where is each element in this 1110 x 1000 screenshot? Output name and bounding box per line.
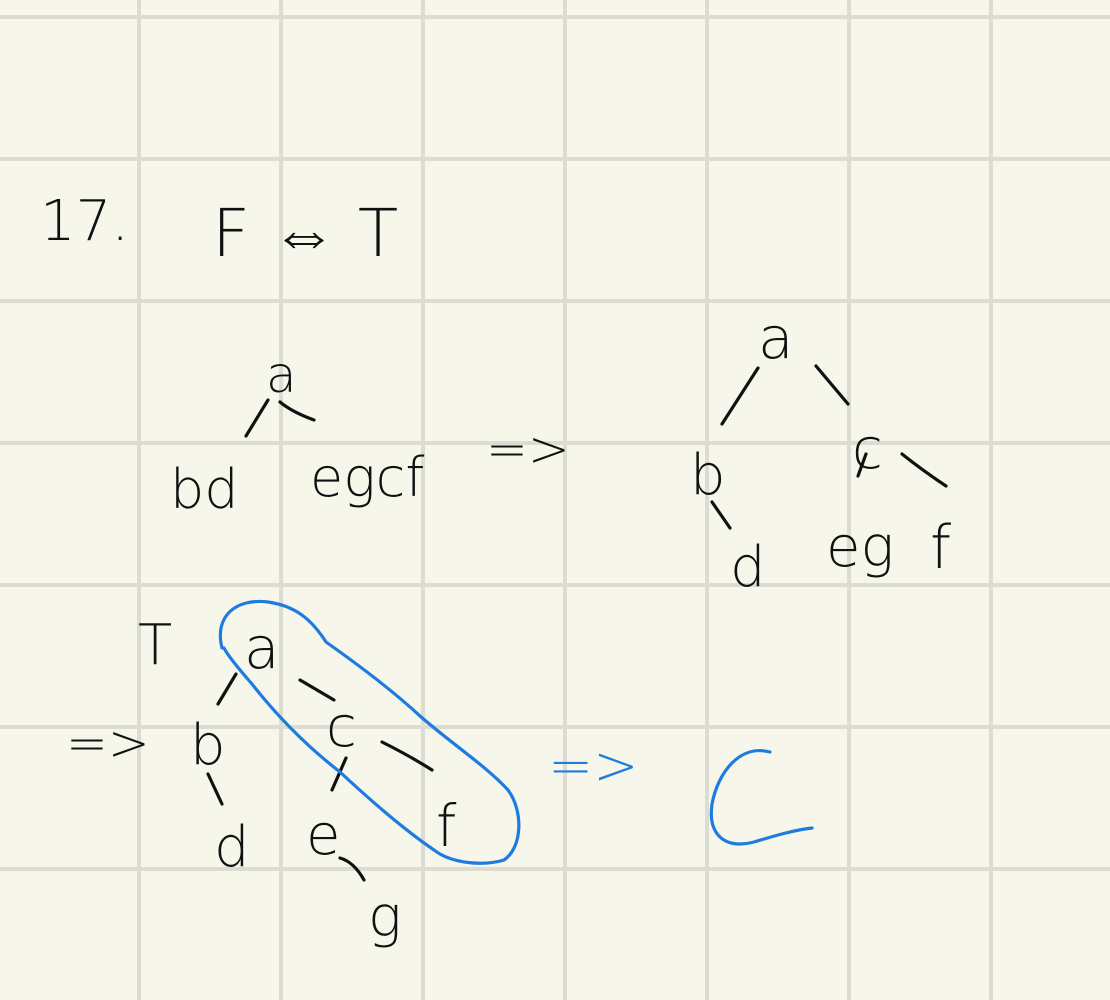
tree2-edge-a-c	[298, 678, 336, 702]
tree1-node-d: d	[730, 535, 766, 600]
tree2-node-d: d	[214, 815, 250, 880]
tree2-node-f: f	[436, 792, 457, 860]
step1-left-edge	[244, 398, 270, 438]
tree1-edge-a-c	[814, 364, 850, 406]
tree1-node-b: b	[690, 443, 726, 508]
step1-left-group: bd	[170, 458, 239, 521]
tree2-root: a	[244, 614, 280, 682]
tree2-edge-b-d	[206, 772, 224, 806]
problem-statement: F ⇔ T	[212, 195, 398, 272]
result-answer-stroke	[709, 749, 814, 846]
problem-number: 17.	[40, 189, 129, 254]
tree2-node-b: b	[190, 713, 226, 778]
tree1-node-c: c	[852, 417, 883, 482]
tree2-edge-c-f	[380, 740, 434, 772]
step1-arrow: =>	[486, 420, 570, 478]
tree1-node-f: f	[930, 513, 951, 583]
tree1-edge-a-b	[720, 366, 760, 426]
step1-root: a	[266, 346, 297, 404]
tree1-edge-c-f	[900, 452, 948, 488]
tree2-node-c: c	[326, 695, 357, 760]
tree1-root: a	[758, 304, 794, 372]
step1-right-edge	[278, 400, 316, 422]
step1-right-group: egcf	[310, 446, 424, 509]
highlight-loop	[218, 599, 521, 865]
tree2-edge-c-e	[330, 756, 348, 792]
tree1-edge-c-eg	[856, 452, 868, 478]
tree2-edge-e-g	[338, 856, 366, 882]
tree1-node-eg: eg	[826, 515, 894, 580]
tree2-node-e: e	[306, 803, 340, 868]
tree2-node-g: g	[368, 885, 402, 950]
tree2-arrow: =>	[66, 714, 150, 772]
tree2-label: T	[138, 613, 172, 678]
tree2-edge-a-b	[216, 672, 238, 706]
result-arrow: =>	[548, 734, 639, 797]
tree1-edge-b-d	[710, 500, 732, 530]
